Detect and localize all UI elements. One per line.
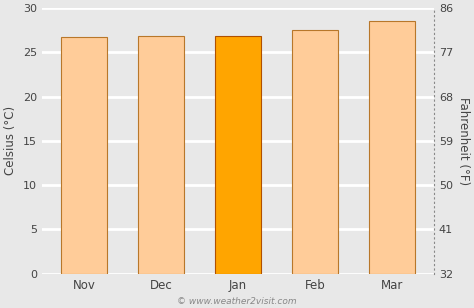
Bar [215,36,261,274]
Text: © www.weather2visit.com: © www.weather2visit.com [177,298,297,306]
Y-axis label: Fahrenheit (°F): Fahrenheit (°F) [457,97,470,185]
Bar [138,36,184,274]
Bar [369,22,415,274]
Bar [292,30,338,274]
Bar [61,37,107,274]
Y-axis label: Celsius (°C): Celsius (°C) [4,106,17,176]
